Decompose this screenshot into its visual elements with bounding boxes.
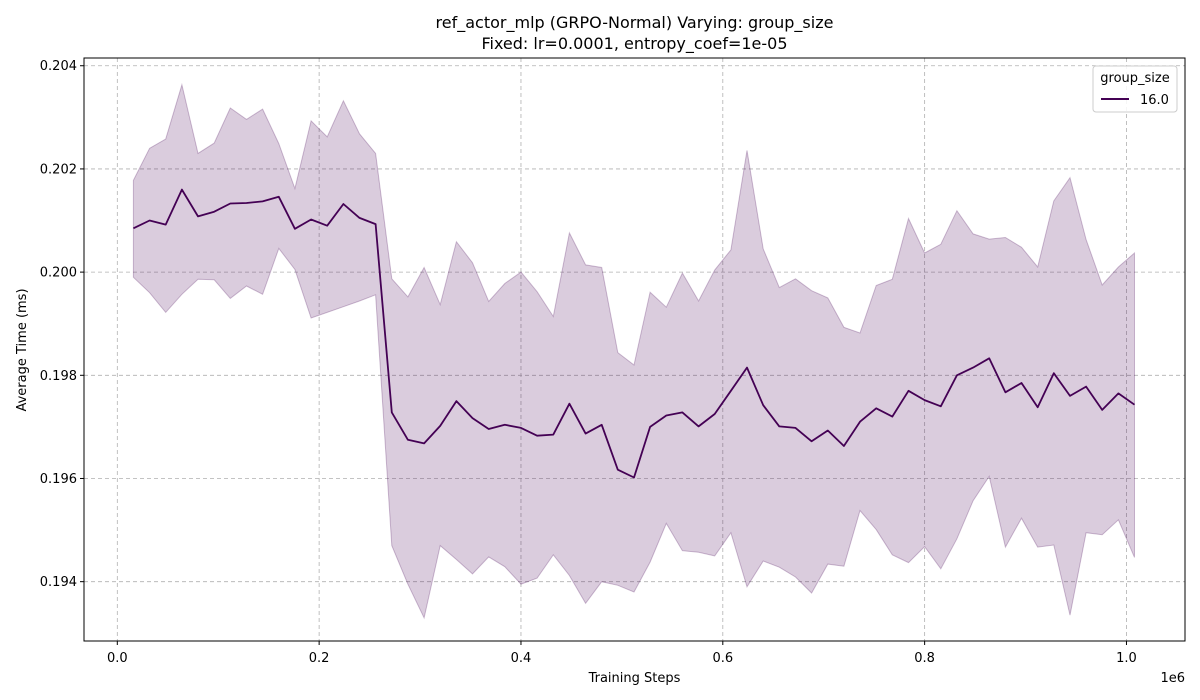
x-tick-label: 0.8 [914, 651, 935, 666]
grid-lines [84, 58, 1185, 641]
series-line [133, 188, 1136, 479]
x-tick-label: 0.4 [511, 651, 532, 666]
x-tick-label: 0.6 [712, 651, 733, 666]
x-tick-label: 0.2 [309, 651, 330, 666]
y-tick-label: 0.194 [40, 575, 77, 590]
confidence-bands [132, 82, 1135, 620]
x-axis-label: Training Steps [588, 671, 681, 686]
x-tick-label: 0.0 [107, 651, 128, 666]
legend: group_size 16.0 [1092, 65, 1178, 113]
y-axis-ticks: 0.194 0.196 0.198 0.200 0.202 0.204 [40, 59, 84, 590]
legend-title: group_size [1100, 71, 1169, 86]
series-lines [133, 188, 1136, 479]
x-axis-scale-label: 1e6 [1160, 671, 1185, 686]
legend-box [1092, 65, 1178, 113]
series-confidence-band [132, 82, 1135, 620]
y-tick-label: 0.196 [40, 472, 77, 487]
legend-series-label: 16.0 [1140, 93, 1169, 108]
y-tick-label: 0.200 [40, 266, 77, 281]
chart-title-line2: Fixed: lr=0.0001, entropy_coef=1e-05 [481, 34, 787, 54]
chart-title-line1: ref_actor_mlp (GRPO-Normal) Varying: gro… [436, 13, 834, 33]
x-tick-label: 1.0 [1116, 651, 1137, 666]
x-axis-ticks: 0.0 0.2 0.4 0.6 0.8 1.0 [107, 641, 1137, 666]
y-axis-label: Average Time (ms) [15, 288, 30, 411]
plot-area-frame [83, 57, 1186, 642]
y-tick-label: 0.204 [40, 59, 77, 74]
y-tick-label: 0.202 [40, 162, 77, 177]
y-tick-label: 0.198 [40, 369, 77, 384]
